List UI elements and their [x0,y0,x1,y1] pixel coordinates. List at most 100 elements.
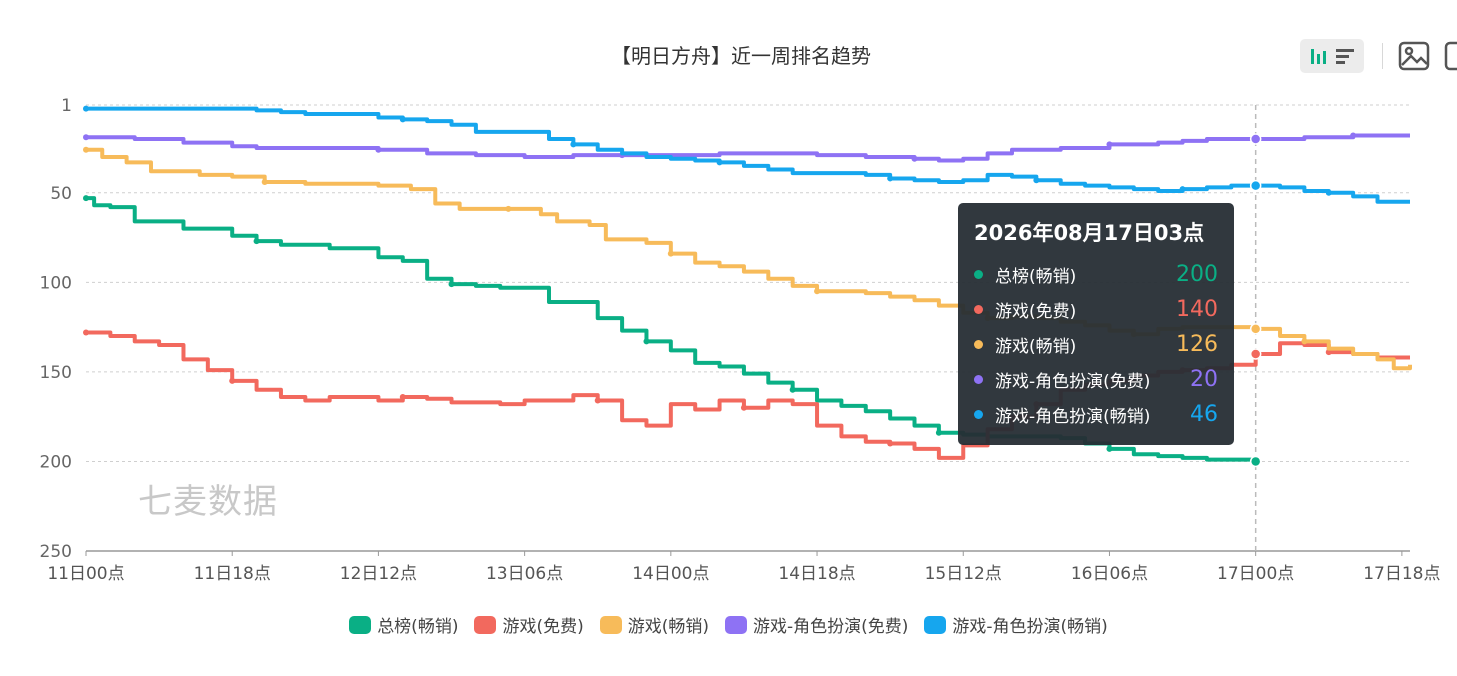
series-point [1179,186,1186,193]
series-point [1033,177,1040,184]
legend-label: 总榜(畅销) [377,617,459,637]
y-tick-label: 250 [40,542,72,562]
tooltip-highlight-point [1249,348,1262,360]
image-save-icon [1398,41,1430,71]
series-point [229,377,236,384]
tooltip-value: 200 [1176,262,1218,287]
series-point [1106,141,1113,148]
series-point [83,146,89,153]
legend-item[interactable]: 游戏(畅销) [599,612,709,637]
legend-item[interactable]: 游戏(免费) [474,612,584,637]
series-line-5 [86,106,1410,204]
legend-swatch [599,615,622,634]
bar-line-toggle-button[interactable] [1300,39,1364,73]
series-point [83,105,89,112]
series-point [1350,132,1357,139]
chart-legend: 总榜(畅销) 游戏(免费) 游戏(畅销) 游戏-角色扮演(免费) 游戏-角色扮演(畅销) [0,612,1457,637]
chart-title: 【明日方舟】近一周排名趋势 [611,44,871,68]
series-point [1325,189,1332,196]
tooltip-series-name: 游戏-角色扮演(畅销) [995,407,1151,427]
series-point [448,281,455,288]
x-tick-label: 14日00点 [632,564,709,584]
tooltip-dot [974,270,983,279]
list-lines-icon [1336,49,1354,64]
y-tick-label: 1 [61,96,72,116]
tooltip-value: 140 [1176,297,1218,322]
chart-toolbar [1300,38,1457,74]
x-tick-label: 14日18点 [778,564,855,584]
bar-chart-icon [1311,49,1326,64]
tooltip-row: 游戏-角色扮演(免费) 20 [974,362,1218,397]
x-tick-label: 15日12点 [925,564,1002,584]
series-point [911,155,918,162]
series-point [643,338,650,345]
series-point [83,195,89,202]
tooltip-panel: 2026年08月17日03点 总榜(畅销) 200 游戏(免费) 140 游戏(畅销) 1… [958,203,1234,445]
x-tick-label: 11日00点 [47,564,124,584]
y-tick-label: 50 [50,184,72,204]
series-point [789,386,796,393]
series-point [253,238,260,245]
x-tick-label: 12日12点 [340,564,417,584]
save-image-button[interactable] [1397,39,1431,73]
tooltip-title: 2026年08月17日03点 [974,221,1205,245]
series-point [935,429,942,436]
series-point [1301,338,1308,345]
tooltip-value: 20 [1190,367,1218,392]
watermark-text: 七麦数据 [138,482,278,522]
legend-swatch [924,615,947,634]
tooltip-row: 游戏(畅销) 126 [974,327,1218,362]
legend-swatch [349,615,372,634]
tooltip-dot [974,340,983,349]
legend-label: 游戏-角色扮演(免费) [752,617,909,637]
tooltip-highlight-point [1249,323,1262,335]
legend-label: 游戏(免费) [502,617,584,637]
x-tick-label: 17日18点 [1363,564,1440,584]
x-tick-label: 13日06点 [486,564,563,584]
tooltip-row: 游戏(免费) 140 [974,292,1218,327]
series-point [83,329,89,336]
series-point [814,288,821,295]
x-tick-label: 11日18点 [194,564,271,584]
tooltip-series-name: 游戏-角色扮演(免费) [995,372,1151,392]
x-tick-label: 17日00点 [1217,564,1294,584]
series-point [399,116,406,123]
series-line-3 [86,147,1412,371]
tooltip-dot [974,305,983,314]
legend-item[interactable]: 总榜(畅销) [349,612,458,637]
y-tick-label: 150 [40,363,72,383]
series-point [261,179,268,186]
tooltip-highlight-point [1249,455,1262,468]
tooltip-highlight-point [1249,179,1262,192]
legend-item[interactable]: 游戏-角色扮演(免费) [724,612,909,637]
restore-button[interactable] [1431,39,1457,73]
series-point [667,250,674,257]
y-tick-label: 200 [40,452,72,472]
legend-item[interactable]: 游戏-角色扮演(畅销) [924,612,1108,637]
tooltip-dot [974,375,983,384]
tooltip-dot [974,410,983,419]
toolbar-separator [1382,43,1383,69]
series-point [375,146,382,153]
series-point [716,159,723,166]
restore-icon [1444,41,1457,71]
series-point [740,404,747,411]
series-point [887,175,894,182]
tooltip-value: 46 [1190,402,1218,427]
x-tick-label: 16日06点 [1071,564,1148,584]
y-tick-label: 100 [40,273,72,293]
legend-label: 游戏(畅销) [627,617,709,637]
series-point [1106,445,1113,452]
series-point [1325,349,1332,356]
tooltip-series-name: 游戏(免费) [995,302,1077,322]
series-point [83,134,89,141]
series-point [570,141,577,148]
series-point [594,397,601,404]
tooltip-row: 游戏-角色扮演(畅销) 46 [974,397,1218,432]
tooltip-highlight-point [1249,133,1262,145]
series-line-4 [86,133,1410,163]
tooltip-series-name: 总榜(畅销) [995,267,1077,287]
tooltip-row: 总榜(畅销) 200 [974,257,1218,292]
series-point [505,205,512,212]
